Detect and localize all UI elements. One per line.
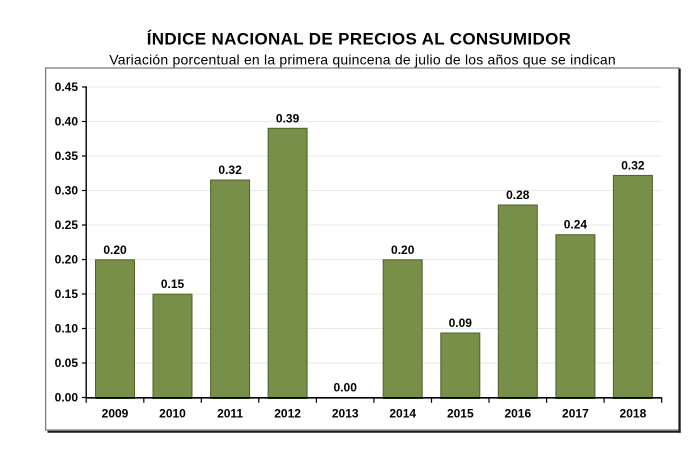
svg-text:0.40: 0.40 [55, 114, 79, 128]
svg-text:0.15: 0.15 [161, 277, 185, 291]
svg-text:0.00: 0.00 [55, 390, 79, 404]
svg-text:0.10: 0.10 [55, 321, 79, 335]
svg-text:0.45: 0.45 [55, 80, 79, 94]
svg-text:2010: 2010 [159, 407, 186, 421]
svg-text:0.25: 0.25 [55, 218, 79, 232]
svg-text:0.05: 0.05 [55, 356, 79, 370]
svg-text:2009: 2009 [102, 407, 129, 421]
svg-text:0.32: 0.32 [218, 163, 242, 177]
svg-text:0.32: 0.32 [621, 158, 645, 172]
svg-text:2014: 2014 [389, 407, 416, 421]
svg-text:2018: 2018 [620, 407, 647, 421]
svg-text:2013: 2013 [332, 407, 359, 421]
svg-text:0.09: 0.09 [449, 316, 473, 330]
svg-text:0.35: 0.35 [55, 149, 79, 163]
svg-text:0.39: 0.39 [276, 111, 300, 125]
svg-text:2016: 2016 [504, 407, 531, 421]
svg-text:2012: 2012 [274, 407, 301, 421]
svg-text:0.20: 0.20 [55, 252, 79, 266]
svg-text:0.15: 0.15 [55, 287, 79, 301]
svg-text:0.28: 0.28 [506, 188, 530, 202]
svg-text:Variación porcentual en la pri: Variación porcentual en la primera quinc… [109, 52, 616, 68]
svg-text:0.30: 0.30 [55, 183, 79, 197]
svg-text:ÍNDICE NACIONAL DE PRECIOS AL: ÍNDICE NACIONAL DE PRECIOS AL CONSUMIDOR [147, 30, 572, 49]
svg-text:0.20: 0.20 [103, 243, 127, 257]
svg-text:2011: 2011 [217, 407, 243, 421]
svg-text:2015: 2015 [447, 407, 474, 421]
svg-text:0.24: 0.24 [564, 218, 588, 232]
svg-text:0.00: 0.00 [334, 381, 358, 395]
svg-text:2017: 2017 [562, 407, 589, 421]
svg-text:0.20: 0.20 [391, 243, 415, 257]
